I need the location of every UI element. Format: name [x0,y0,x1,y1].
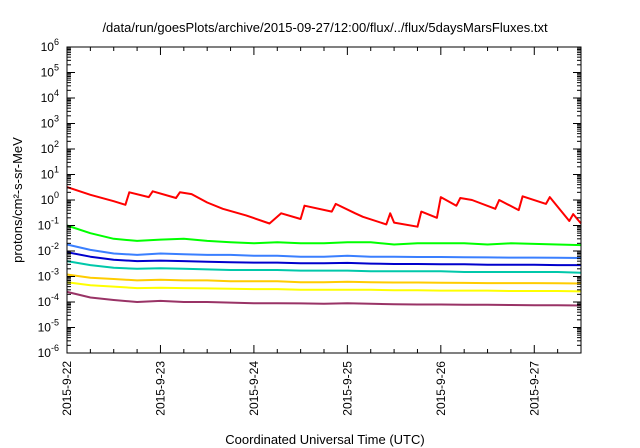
plot-frame [66,46,582,354]
y-tick-label: 102 [41,139,59,156]
y-axis-label: protons/cm²-s-sr-MeV [10,137,25,263]
y-tick-label: 10-1 [38,216,59,233]
x-tick-label: 2015-9-22 [60,361,74,416]
x-tick-label: 2015-9-27 [527,361,541,416]
y-tick-label: 10-3 [38,267,59,284]
x-tick-label: 2015-9-23 [153,361,167,416]
x-tick-label: 2015-9-25 [340,361,354,416]
y-tick-label: 10-4 [38,292,59,309]
y-tick-label: 10-2 [38,241,59,258]
y-tick-label: 103 [41,114,59,131]
plot-series [66,186,582,307]
x-tick-label: 2015-9-24 [247,361,261,416]
series-line-8 [66,290,582,307]
y-tick-label: 10-5 [38,318,59,335]
series-line-3 [66,243,582,259]
series-line-5 [66,260,582,274]
x-axis-ticks: 2015-9-22 2015-9-23 2015-9-24 2015-9-25 2015… [60,47,582,416]
series-line-7 [66,281,582,293]
series-line-6 [66,273,582,285]
svg-text:protons/cm²-s-sr-MeV: protons/cm²-s-sr-MeV [10,137,25,263]
x-axis-label: Coordinated Universal Time (UTC) [225,432,424,447]
y-tick-label: 10-6 [38,343,59,360]
y-tick-label: 106 [41,37,59,54]
series-line-2 [66,224,582,247]
series-line-1 [66,186,582,228]
series-line-4 [66,251,581,267]
y-tick-label: 104 [41,88,59,105]
x-tick-label: 2015-9-26 [434,361,448,416]
y-tick-label: 105 [41,63,59,80]
y-tick-label: 100 [41,190,59,207]
chart-title: /data/run/goesPlots/archive/2015-09-27/1… [102,20,548,35]
y-axis-ticks: 10-6 10-5 10-4 10-3 10-2 10-1 100 101 102 103 104 1… [38,37,581,360]
y-tick-label: 101 [41,165,59,182]
